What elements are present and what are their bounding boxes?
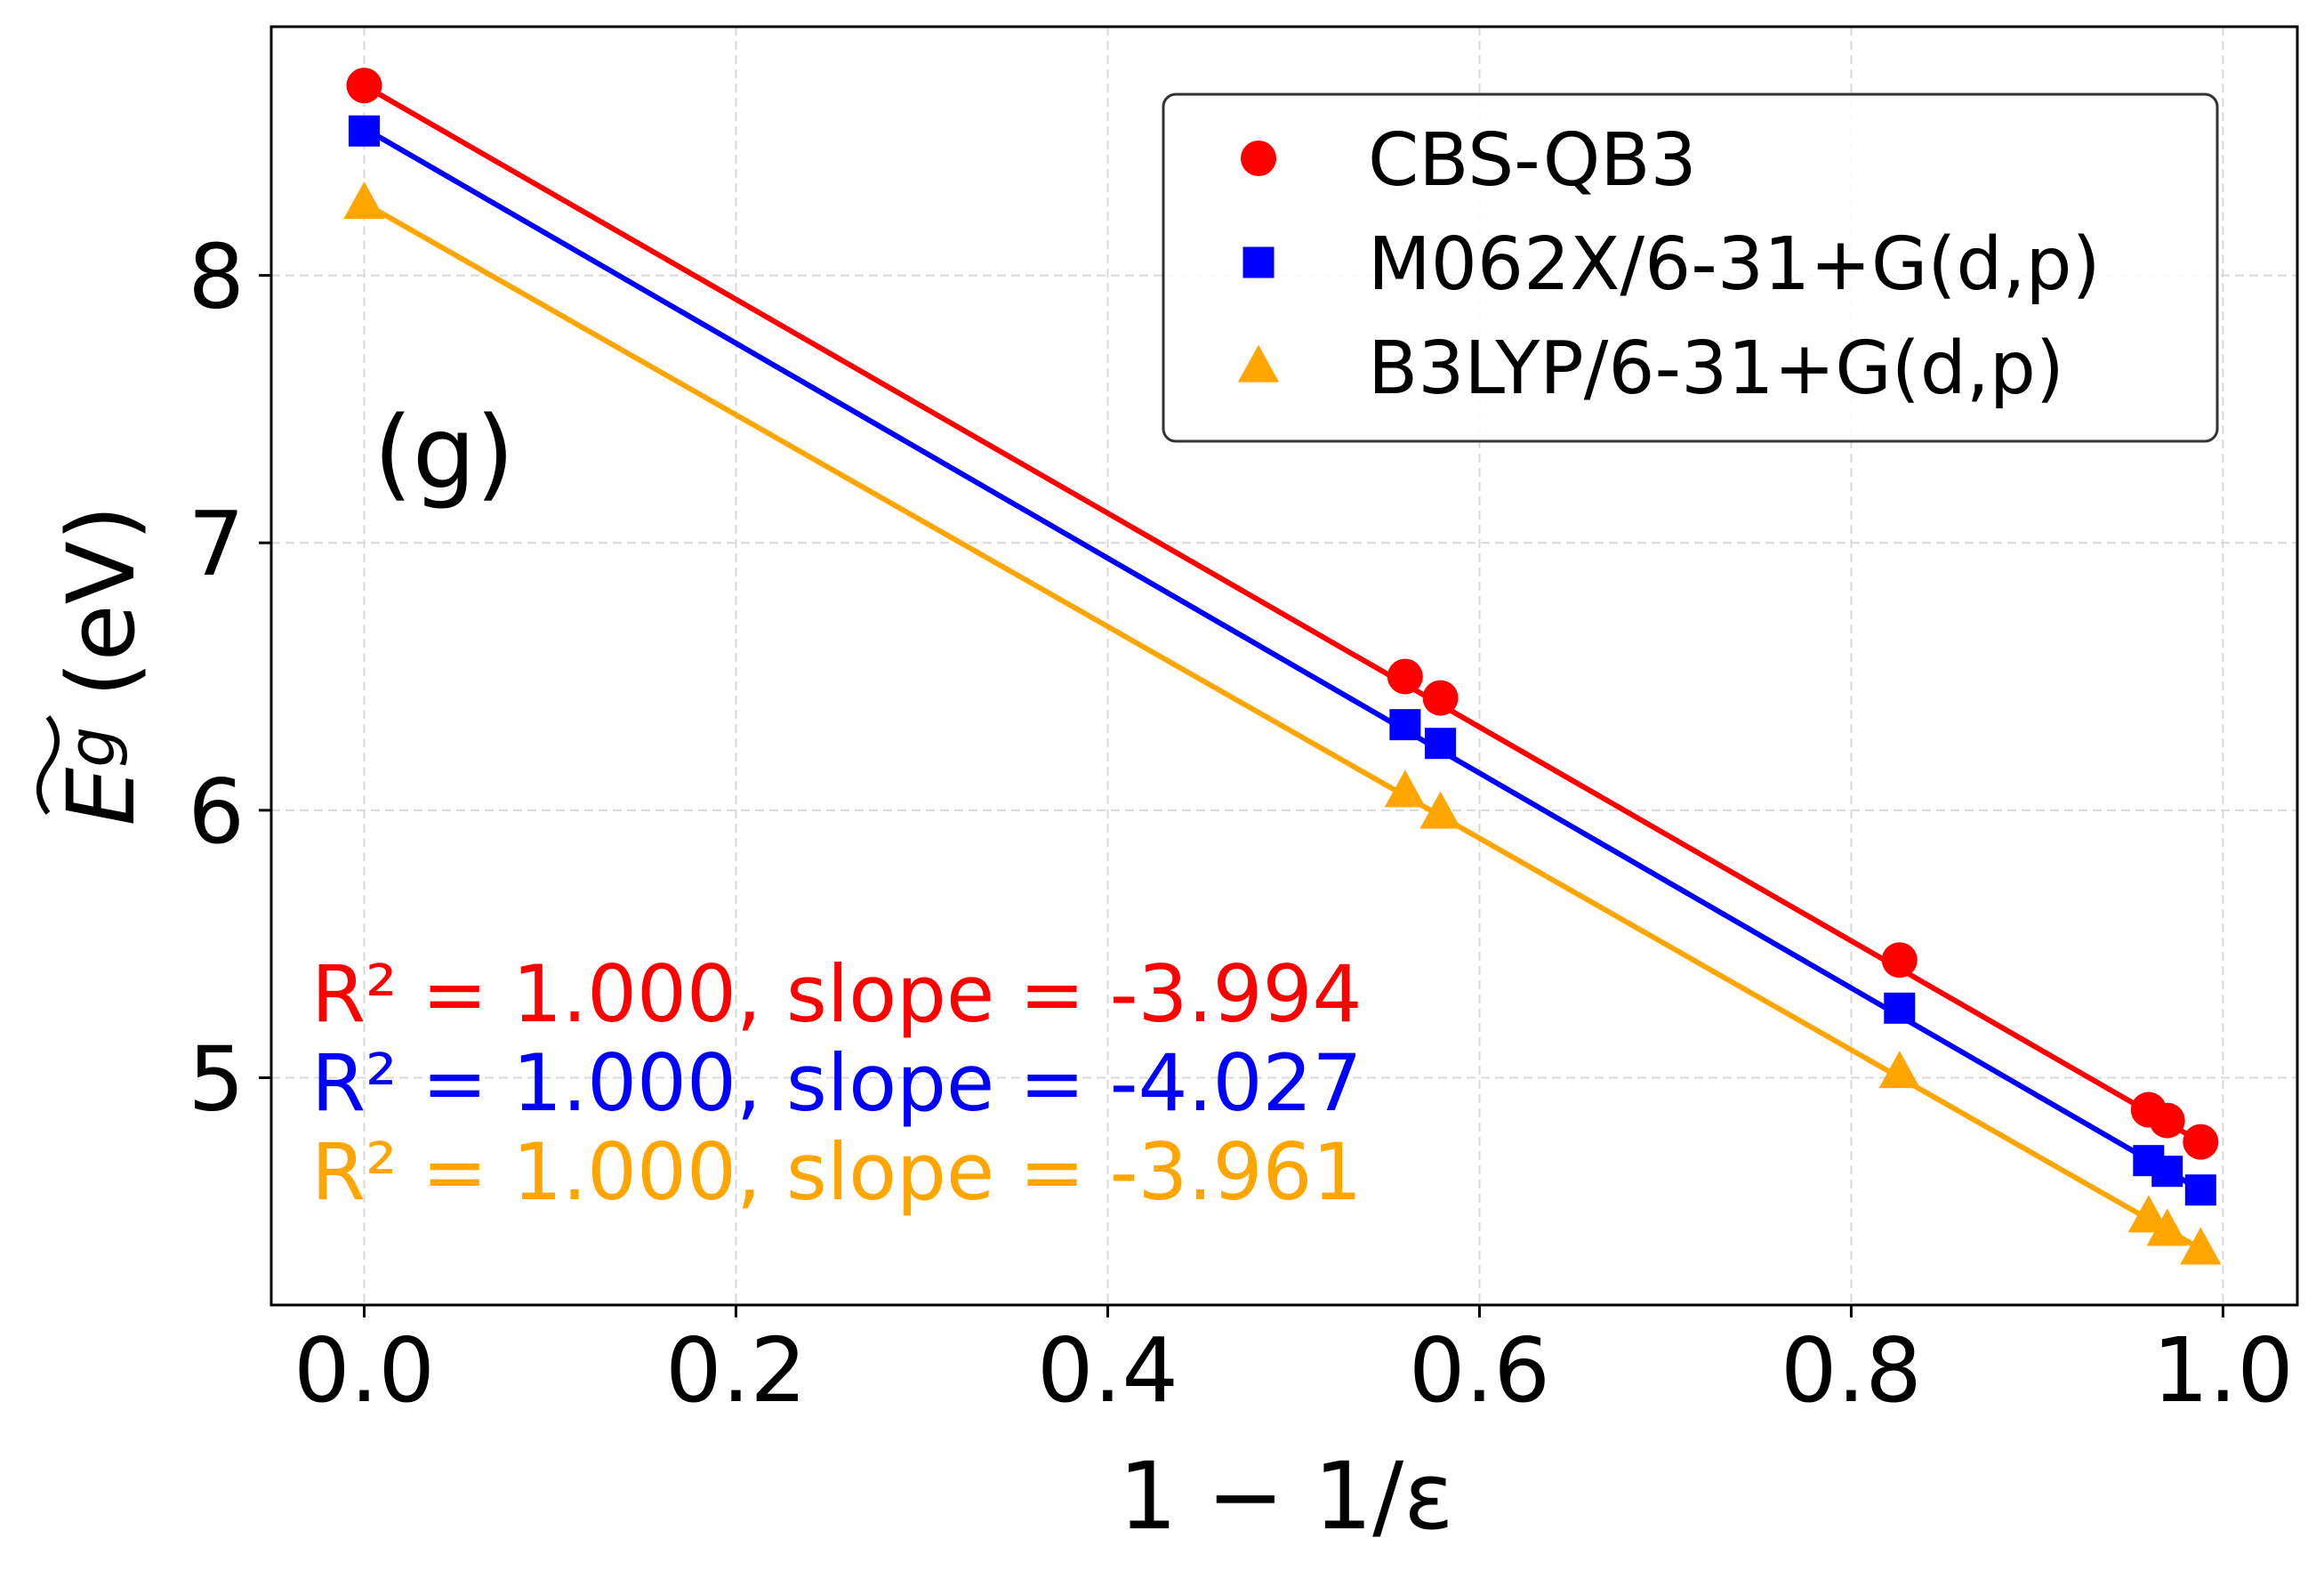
x-tick-label: 0.2 [665,1318,807,1422]
data-point-triangle [1384,769,1426,808]
x-tick-label: 0.6 [1409,1318,1550,1422]
stat-text: R² = 1.000, slope = -3.961 [311,1126,1362,1218]
data-point-circle [1387,658,1423,695]
legend-label: M062X/6-31+G(d,p) [1368,222,2101,307]
data-point-square [2184,1174,2216,1206]
legend-marker-square [1242,246,1275,278]
data-point-square [2151,1156,2183,1188]
stat-text: R² = 1.000, slope = -4.027 [311,1037,1362,1129]
data-point-triangle [2127,1195,2169,1233]
data-point-circle [1881,942,1918,979]
data-point-triangle [2180,1227,2222,1265]
data-point-circle [1422,680,1459,716]
x-tick-label: 1.0 [2152,1318,2294,1422]
data-point-square [1884,992,1916,1024]
plot-frame [269,25,2299,1307]
data-point-triangle [1419,791,1461,829]
y-axis-label-tilde [36,715,60,815]
legend-label: CBS-QB3 [1368,118,1697,203]
data-point-square [1389,709,1421,741]
legend-frame [1162,93,2219,443]
panel-label: (g) [374,396,514,512]
y-axis-label: Eg (eV) [36,505,156,826]
data-point-square [1425,728,1457,760]
legend-marker-circle [1241,141,1276,176]
y-tick-label: 5 [188,1027,245,1131]
data-point-square [348,115,380,147]
y-axis-label-subscript: g [54,727,129,768]
y-tick-label: 6 [188,760,245,864]
data-point-circle [2183,1124,2219,1160]
x-axis-label: 1 − 1/ε [1119,1442,1454,1551]
legend-label: B3LYP/6-31+G(d,p) [1368,326,2064,411]
y-tick-label: 7 [188,492,245,596]
data-markers [343,68,2222,1265]
y-axis-label-unit: (eV) [47,505,156,727]
data-point-triangle [1878,1051,1920,1089]
data-point-circle [2149,1102,2185,1139]
y-axis-label-symbol: E [47,767,156,826]
x-tick-label: 0.4 [1037,1318,1178,1422]
x-tick-label: 0.8 [1781,1318,1922,1422]
x-tick-label: 0.0 [294,1318,435,1422]
legend: CBS-QB3 M062X/6-31+G(d,p) B3LYP/6-31+G(d,p… [1162,93,2219,443]
stat-text: R² = 1.000, slope = -3.994 [311,948,1362,1040]
axis-ticks: 0.0 0.2 0.4 0.6 0.8 1.0 5 6 7 8 [188,225,2294,1422]
y-axis-label-text: Eg (eV) [47,505,156,826]
data-point-circle [346,68,382,104]
data-point-triangle [343,181,385,220]
y-tick-label: 8 [188,225,245,329]
legend-marker-triangle [1237,344,1280,383]
data-point-triangle [2146,1208,2188,1246]
